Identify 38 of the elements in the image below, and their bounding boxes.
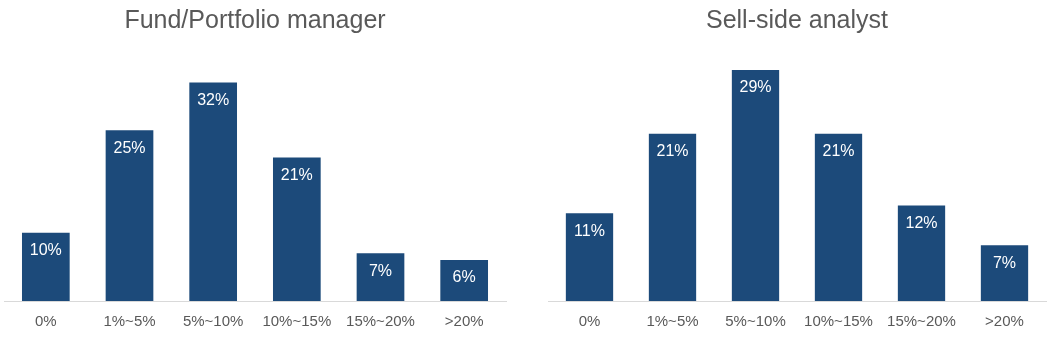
data-label: 7% (992, 253, 1017, 271)
data-label: 32% (197, 90, 230, 108)
chart-title: Sell-side analyst (705, 4, 889, 33)
bar (356, 253, 405, 301)
data-label: 6% (452, 268, 476, 286)
x-tick-label: >20% (444, 312, 484, 330)
x-tick-label: >20% (985, 312, 1024, 330)
data-label: 10% (29, 241, 62, 259)
bar (189, 82, 238, 301)
bar (814, 133, 863, 301)
bar (440, 260, 489, 301)
bar (272, 157, 321, 301)
data-label: 29% (739, 78, 772, 96)
data-label: 11% (574, 221, 605, 239)
x-tick-label: 5%~10% (725, 312, 786, 330)
x-tick-label: 15%~20% (346, 312, 415, 330)
x-tick-label: 10%~15% (262, 312, 332, 330)
bar (21, 232, 70, 301)
x-tick-label: 10%~15% (804, 312, 873, 330)
data-label: 25% (113, 138, 146, 156)
x-tick-label: 1%~5% (646, 312, 699, 330)
bar (565, 213, 614, 301)
bar (897, 205, 946, 301)
bar (731, 69, 780, 301)
bar (105, 130, 154, 301)
bar (648, 133, 697, 301)
x-tick-label: 0% (34, 312, 57, 330)
data-label: 21% (822, 142, 855, 160)
x-tick-label: 15%~20% (887, 312, 956, 330)
data-label: 21% (280, 166, 313, 184)
chart-title: Fund/Portfolio manager (124, 4, 386, 33)
x-tick-label: 1%~5% (103, 312, 156, 330)
data-label: 12% (905, 213, 938, 231)
bar (980, 245, 1029, 301)
data-label: 21% (656, 142, 689, 160)
x-tick-label: 0% (578, 312, 601, 330)
x-tick-label: 5%~10% (182, 312, 244, 330)
data-label: 7% (368, 261, 393, 279)
